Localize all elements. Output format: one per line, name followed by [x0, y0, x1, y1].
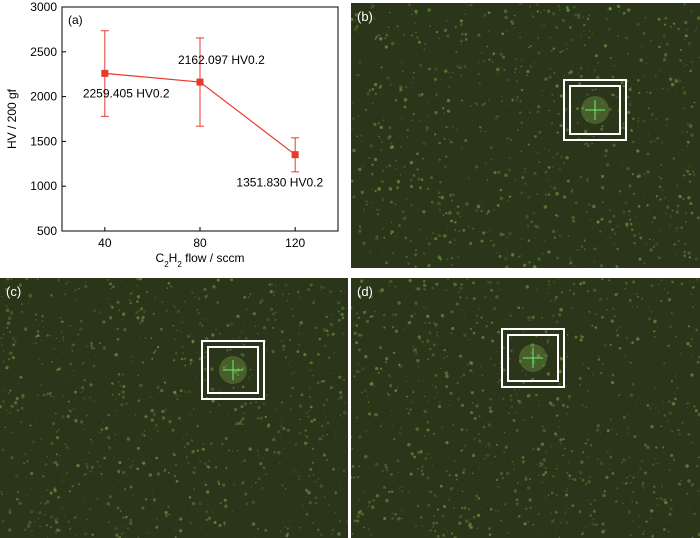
- y-tick-label: 2500: [30, 45, 57, 59]
- data-point: [291, 151, 299, 159]
- micrograph-texture: [0, 278, 348, 538]
- micrograph-c: (c): [0, 278, 348, 538]
- y-tick-label: 1000: [30, 179, 57, 193]
- data-label: 2259.405 HV0.2: [83, 86, 170, 100]
- indent-frame-outer: [501, 328, 565, 388]
- micrograph-background: [0, 278, 348, 538]
- micrograph-d: (d): [351, 278, 700, 538]
- x-tick-label: 40: [98, 236, 112, 250]
- micrograph-grains: [351, 278, 700, 538]
- hardness-chart: 500 1000 1500 2000 2500 3000 40 80 120 HV / 200 g…: [5, 0, 339, 269]
- data-label: 1351.830 HV0.2: [236, 176, 323, 190]
- data-point: [196, 78, 204, 86]
- x-axis-label: C2H2 flow / sccm: [156, 251, 245, 268]
- y-tick-label: 3000: [30, 0, 57, 14]
- y-tick-label: 1500: [30, 134, 57, 148]
- panel-label-c: (c): [6, 284, 22, 299]
- panel-label-a: (a): [68, 13, 83, 27]
- hardness-chart-panel: 500 1000 1500 2000 2500 3000 40 80 120 HV / 200 g…: [0, 0, 348, 269]
- indent-frame-outer: [563, 79, 627, 141]
- data-point: [101, 69, 109, 77]
- data-label: 2162.097 HV0.2: [178, 53, 265, 67]
- x-tick-label: 80: [193, 236, 207, 250]
- indent-frame-outer: [201, 340, 265, 400]
- panel-label-d: (d): [357, 284, 373, 299]
- indent-frame-inner: [569, 85, 621, 135]
- micrograph-texture: [351, 3, 700, 268]
- micrograph-background: [351, 3, 700, 268]
- micrograph-grains: [0, 278, 348, 538]
- micrograph-texture: [351, 278, 700, 538]
- indent-frame-inner: [507, 334, 559, 382]
- micrograph-b: (b): [351, 3, 700, 268]
- y-tick-label: 2000: [30, 90, 57, 104]
- x-tick-label: 120: [285, 236, 305, 250]
- panel-label-b: (b): [357, 9, 373, 24]
- micrograph-background: [351, 278, 700, 538]
- y-tick-label: 500: [37, 224, 57, 238]
- micrograph-grains: [351, 3, 700, 268]
- y-axis-label: HV / 200 gf: [5, 88, 19, 149]
- indent-frame-inner: [207, 346, 259, 394]
